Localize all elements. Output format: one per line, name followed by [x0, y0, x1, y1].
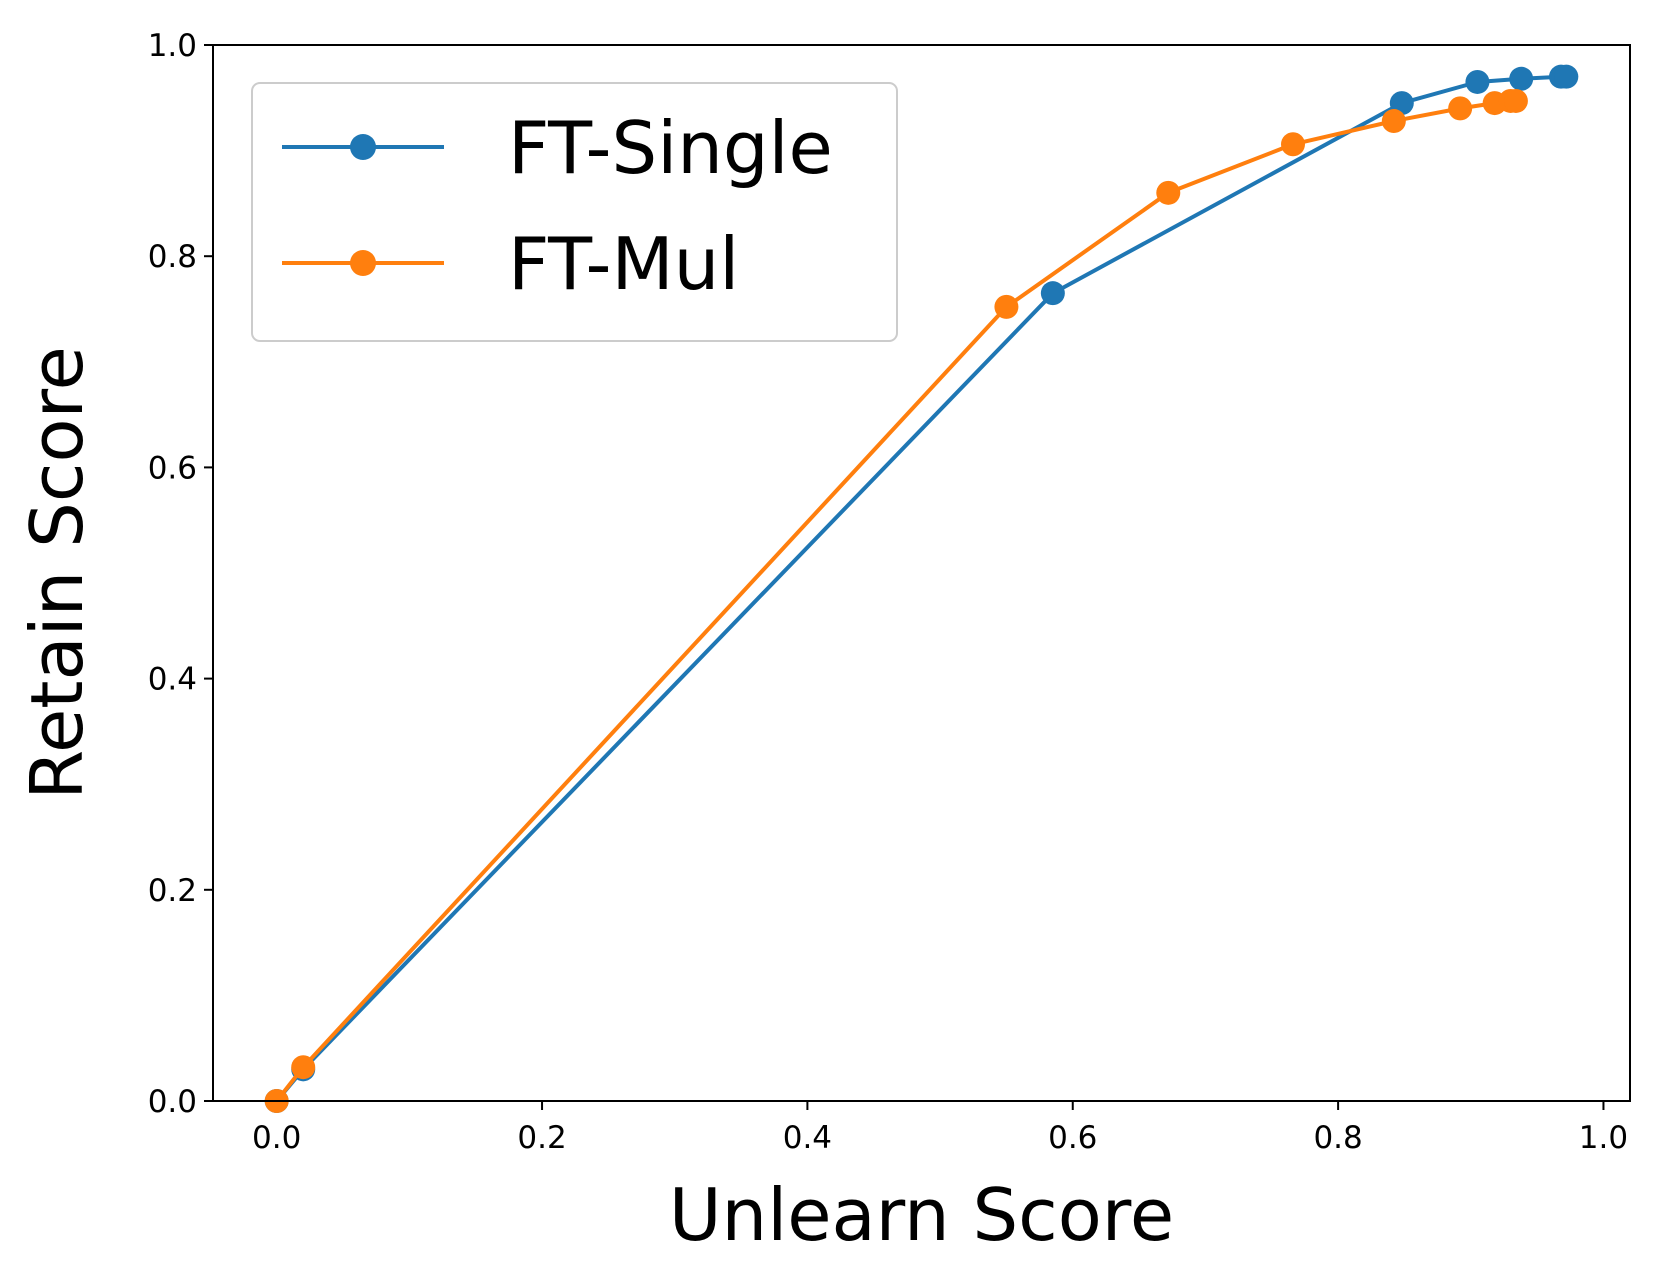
y-tick-label: 0.0 [148, 1084, 197, 1120]
data-point [994, 294, 1019, 319]
data-point [1280, 132, 1305, 157]
y-tick-label: 0.8 [148, 239, 197, 275]
ticks-layer: 0.0 0.2 0.4 0.6 0.8 1.0 0.0 0.2 0.4 0.6 0.8 1.0 [148, 28, 1628, 1156]
legend-entry: FT-Single [282, 106, 833, 190]
legend: FT-Single FT-Mul [251, 82, 898, 342]
y-tick-label: 0.2 [148, 873, 197, 909]
x-tick-label: 0.6 [1048, 1120, 1097, 1156]
data-point [1503, 88, 1528, 113]
legend-entries: FT-Single FT-Mul [282, 106, 833, 306]
data-point [291, 1055, 316, 1080]
y-tick-label: 1.0 [148, 28, 197, 64]
y-axis-label: Retain Score [15, 346, 99, 800]
data-point [1465, 69, 1490, 94]
data-point [1381, 109, 1406, 134]
x-axis-label: Unlearn Score [669, 1173, 1174, 1257]
legend-label: FT-Mul [508, 222, 739, 306]
data-point [1040, 281, 1065, 306]
x-tick-label: 0.2 [517, 1120, 566, 1156]
x-tick-label: 0.8 [1313, 1120, 1362, 1156]
legend-label: FT-Single [508, 106, 833, 190]
y-tick-label: 0.6 [148, 450, 197, 486]
y-tick-label: 0.4 [148, 662, 197, 698]
x-tick-label: 0.0 [252, 1120, 301, 1156]
series-ft-mul [264, 88, 1528, 1113]
data-point [1509, 66, 1534, 91]
x-tick-label: 1.0 [1579, 1120, 1628, 1156]
x-tick-label: 0.4 [783, 1120, 832, 1156]
legend-marker [350, 250, 376, 276]
data-point [1554, 64, 1579, 89]
plot-frame [212, 44, 1631, 1102]
series-layer [264, 64, 1579, 1113]
data-point [1156, 180, 1181, 205]
legend-marker [350, 134, 376, 160]
data-point [1389, 91, 1414, 116]
legend-entry: FT-Mul [282, 222, 739, 306]
data-point [1448, 96, 1473, 121]
